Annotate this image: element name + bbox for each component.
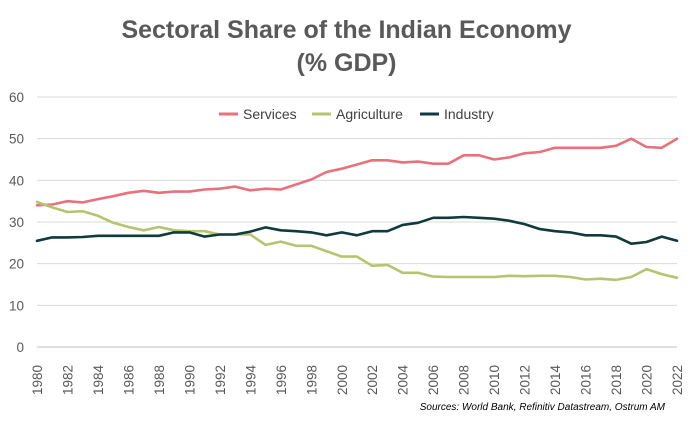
x-tick-label-1996: 1996 [274, 365, 289, 395]
source-note: Sources: World Bank, Refinitiv Datastrea… [419, 402, 665, 413]
x-tick-label-2010: 2010 [487, 365, 502, 395]
legend-label-services: Services [243, 106, 297, 122]
x-tick-label-2020: 2020 [640, 365, 655, 395]
x-tick-label-2000: 2000 [335, 365, 350, 395]
y-tick-label-30: 30 [9, 215, 24, 230]
x-tick-label-1992: 1992 [213, 365, 228, 395]
legend-label-agriculture: Agriculture [336, 106, 403, 122]
x-tick-label-2002: 2002 [365, 365, 380, 395]
x-tick-label-1990: 1990 [182, 365, 197, 395]
x-tick-label-2018: 2018 [609, 365, 624, 395]
x-tick-label-2022: 2022 [670, 365, 685, 395]
series-line-agriculture [35, 200, 679, 282]
x-tick-label-2012: 2012 [518, 365, 533, 395]
y-tick-label-20: 20 [9, 257, 24, 272]
x-tick-label-2006: 2006 [426, 365, 441, 395]
chart-subtitle: (% GDP) [296, 49, 397, 77]
x-tick-label-2016: 2016 [579, 365, 594, 395]
x-tick-label-1980: 1980 [30, 365, 45, 395]
x-tick-label-1984: 1984 [91, 364, 106, 395]
x-tick-label-1982: 1982 [60, 365, 75, 395]
x-tick-label-1998: 1998 [304, 365, 319, 395]
series-line-services [35, 137, 679, 207]
legend-label-industry: Industry [444, 106, 494, 122]
x-tick-label-2004: 2004 [396, 364, 411, 395]
x-tick-label-2014: 2014 [548, 364, 563, 395]
x-tick-label-1986: 1986 [121, 365, 136, 395]
series-line-industry [35, 215, 679, 245]
x-tick-label-2008: 2008 [457, 365, 472, 395]
y-tick-label-0: 0 [16, 340, 24, 355]
chart-title: Sectoral Share of the Indian Economy [121, 16, 572, 44]
x-tick-label-1988: 1988 [152, 365, 167, 395]
y-tick-label-50: 50 [9, 132, 24, 147]
x-tick-label-1994: 1994 [243, 364, 258, 395]
y-tick-label-60: 60 [9, 90, 24, 105]
y-tick-label-40: 40 [9, 173, 24, 188]
y-tick-label-10: 10 [9, 298, 24, 313]
